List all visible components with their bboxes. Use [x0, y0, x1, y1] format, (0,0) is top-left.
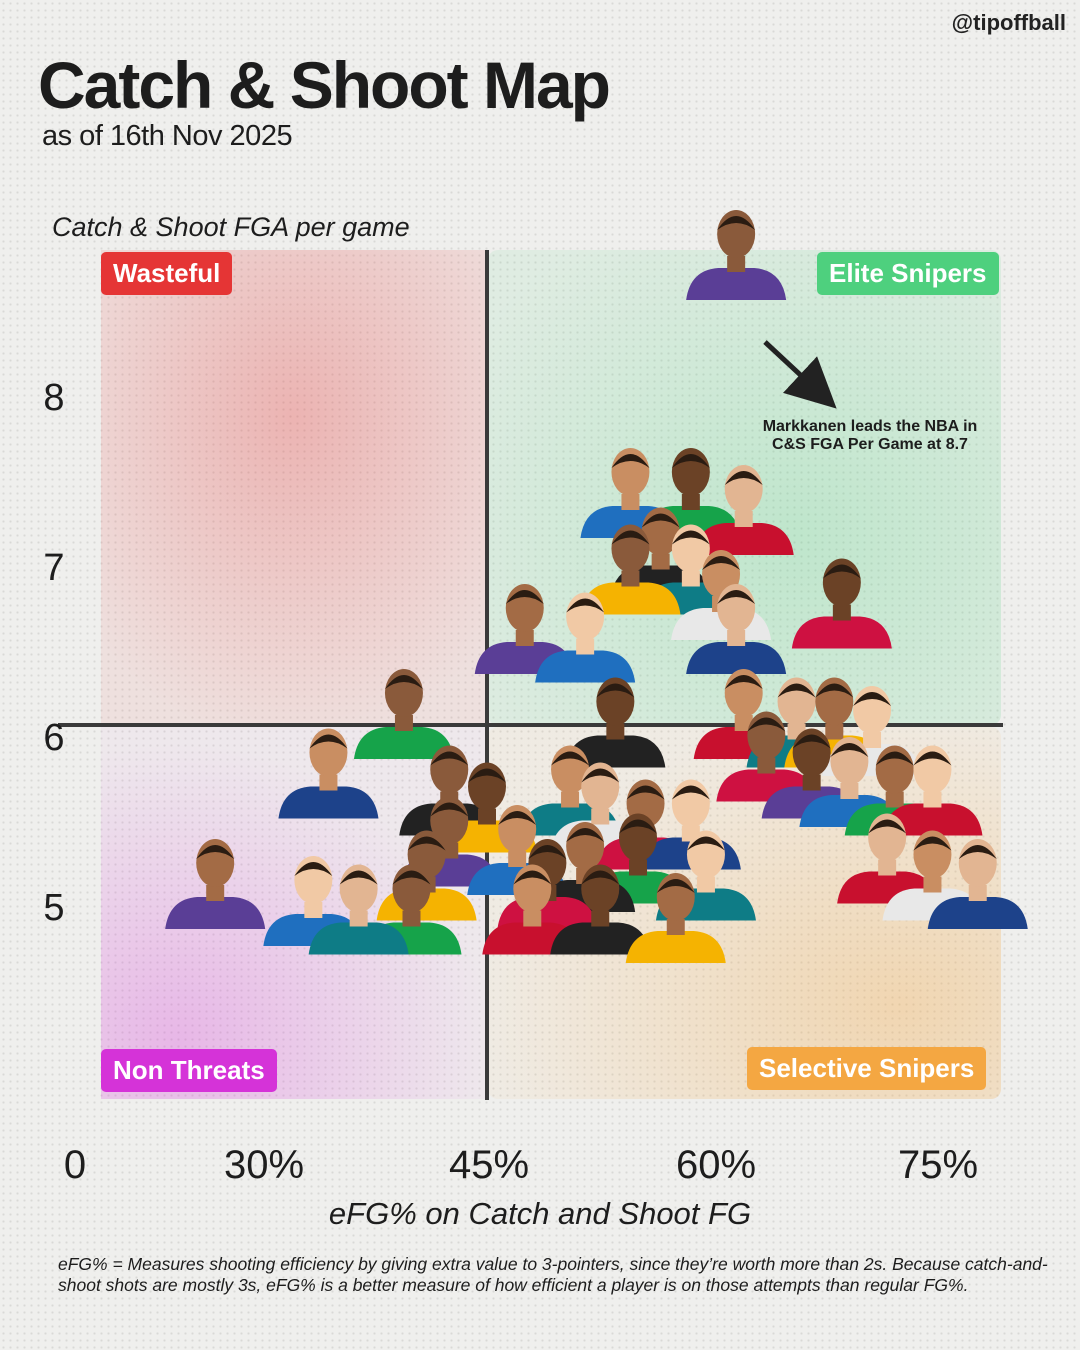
player-point [535, 592, 636, 683]
x-tick-label: 75% [898, 1143, 978, 1187]
player-point [761, 728, 862, 819]
x-tick-label: 0 [64, 1143, 86, 1187]
quadrant-label-wasteful: Wasteful [101, 252, 233, 296]
brand-handle: @tipoffball [951, 10, 1066, 35]
footnote: eFG% = Measures shooting efficiency by g… [58, 1254, 1048, 1295]
player-point [927, 839, 1028, 929]
chart-subtitle: as of 16th Nov 2025 [42, 120, 293, 152]
player-point [686, 584, 787, 674]
quadrant-label-selective-snipers: Selective Snipers [747, 1047, 987, 1091]
chart-title: Catch & Shoot Map [38, 48, 611, 122]
quadrant-wasteful-bg [101, 250, 486, 725]
y-tick-label: 6 [43, 717, 64, 759]
player-point [308, 864, 409, 955]
player-point [580, 524, 681, 615]
y-tick-label: 5 [43, 887, 64, 929]
annotation-arrow [763, 340, 837, 409]
scatter-chart: 8 7 6 5 0 30% 45% 60% 75% [43, 210, 1028, 1187]
quadrant-label-non-threats: Non Threats [101, 1049, 277, 1093]
player-point [882, 745, 983, 836]
player-point [353, 669, 454, 759]
player-point [263, 856, 364, 946]
x-tick-label: 45% [449, 1143, 529, 1187]
markkanen-annotation: Markkanen leads the NBA in C&S FGA Per G… [762, 418, 978, 454]
player-point [693, 465, 794, 555]
x-tick-label: 60% [676, 1143, 756, 1187]
player-point [686, 210, 787, 300]
player-point [565, 677, 666, 768]
y-axis-label: Catch & Shoot FGA per game [52, 212, 410, 242]
player-point [550, 864, 651, 955]
y-tick-label: 7 [43, 547, 64, 589]
y-tick-label: 8 [43, 377, 64, 419]
player-point [278, 728, 379, 819]
player-point [791, 558, 892, 649]
player-point [165, 839, 266, 929]
quadrant-label-elite-snipers: Elite Snipers [817, 252, 999, 296]
player-point [625, 873, 726, 963]
x-axis-label: eFG% on Catch and Shoot FG [328, 1196, 752, 1231]
x-tick-label: 30% [224, 1143, 304, 1187]
